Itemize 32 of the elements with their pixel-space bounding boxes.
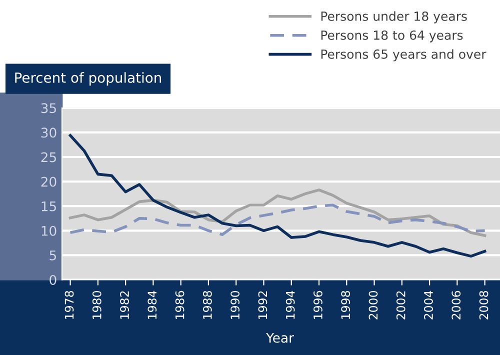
x-tick-label: 1994 — [286, 290, 295, 319]
x-tick-label: 1982 — [120, 291, 129, 319]
y-tick-label: 0 — [50, 274, 56, 285]
line-series — [68, 204, 486, 236]
x-tick-label: 1984 — [148, 290, 157, 319]
x-tick-label: 1992 — [258, 291, 268, 319]
y-axis-title: Percent of population — [15, 72, 162, 86]
legend-label: Persons 18 to 64 years — [321, 30, 463, 42]
x-tick-label: 1980 — [92, 290, 102, 319]
x-tick-label: 2006 — [452, 290, 461, 320]
y-tick-label: 15 — [42, 201, 56, 212]
y-tick-label: 30 — [41, 128, 56, 138]
x-tick-label: 2000 — [368, 290, 378, 320]
x-tick-label: 1996 — [313, 290, 322, 319]
x-tick-label: 2002 — [396, 291, 406, 320]
x-tick-label: 1986 — [175, 290, 184, 319]
y-tick-label: 10 — [42, 226, 56, 236]
y-tick-label: 20 — [41, 176, 56, 187]
legend-label: Persons under 18 years — [321, 11, 467, 24]
x-tick-label: 1998 — [341, 290, 350, 319]
y-tick-label: 5 — [50, 250, 56, 260]
x-tick-label: 2008 — [479, 290, 488, 320]
x-tick-label: 1988 — [202, 290, 212, 319]
x-tick-label: 2004 — [424, 290, 433, 320]
line-series — [68, 188, 486, 237]
line-series — [68, 134, 486, 258]
y-tick-label: 25 — [41, 152, 56, 162]
x-axis-title: Year — [266, 332, 294, 343]
y-tick-label: 35 — [41, 103, 56, 114]
x-tick-label: 1978 — [64, 290, 74, 319]
x-tick-label: 1990 — [230, 290, 240, 319]
legend-label: Persons 65 years and over — [321, 49, 486, 62]
